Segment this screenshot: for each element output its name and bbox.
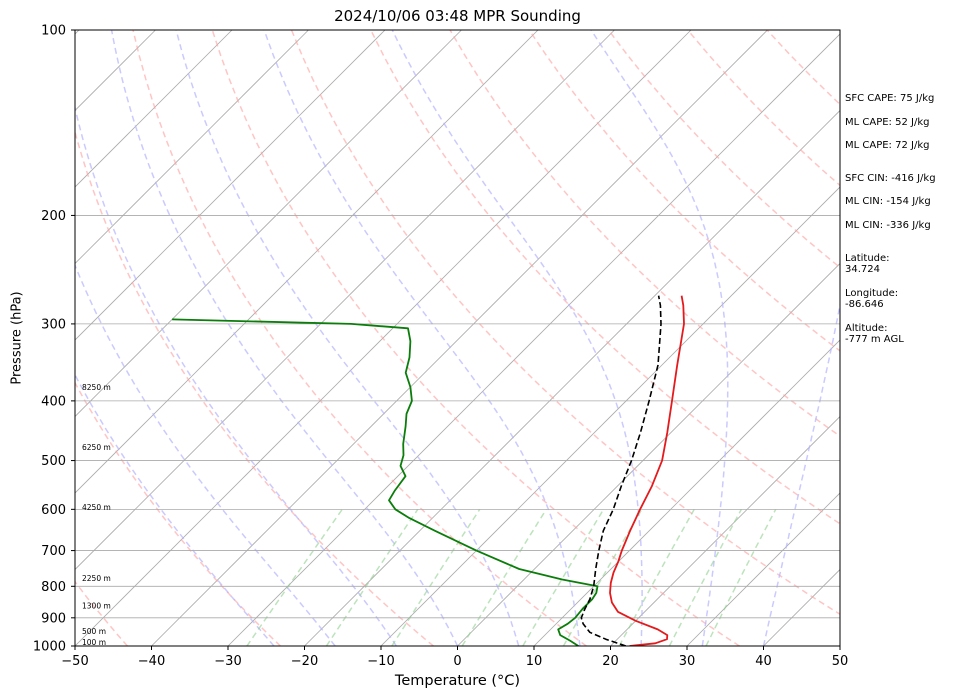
- x-tick-label: 0: [453, 654, 461, 669]
- height-label: 6250 m: [82, 443, 111, 452]
- isotherm-line: [380, 186, 840, 646]
- isotherm-line: [75, 30, 539, 494]
- mixing-ratio-line: [705, 508, 777, 646]
- mixing-ratio-line: [562, 508, 643, 646]
- longitude-value: -86.646: [845, 299, 884, 310]
- isotherm-line: [533, 339, 840, 646]
- y-tick-label: 800: [41, 580, 66, 595]
- isotherm-line: [75, 30, 233, 188]
- y-tick-label: 700: [41, 544, 66, 559]
- height-label: 4250 m: [82, 503, 111, 512]
- parcel-profile-line: [580, 295, 662, 646]
- chart-title: 2024/10/06 03:48 MPR Sounding: [334, 7, 581, 25]
- y-tick-label: 200: [41, 209, 66, 224]
- altitude-value: -777 m AGL: [845, 334, 904, 345]
- y-tick-label: 100: [41, 24, 66, 39]
- moist-adiabat-line: [75, 263, 336, 646]
- y-tick-label: 1000: [33, 640, 66, 655]
- moist-adiabat-line: [75, 104, 397, 646]
- dry-adiabat-line: [290, 30, 840, 616]
- isotherm-line: [75, 30, 309, 265]
- plot-frame: [74, 29, 841, 647]
- x-tick-label: −30: [214, 654, 241, 669]
- isotherm-line: [75, 30, 386, 341]
- x-axis-ticks: −50 −40 −30 −20 −10 0 10 20 30 40 50: [61, 646, 848, 669]
- dry-adiabat-line: [75, 381, 281, 646]
- pressure-gridlines: [75, 30, 840, 646]
- isotherm-line: [686, 492, 840, 646]
- isotherm-line: [227, 33, 840, 646]
- isotherm-line: [610, 415, 840, 646]
- mixing-ratio-line: [618, 508, 695, 646]
- y-tick-label: 600: [41, 503, 66, 518]
- dry-adiabat-line: [75, 129, 434, 646]
- mixing-ratio-line: [246, 508, 343, 646]
- mixing-ratio-line: [522, 508, 605, 646]
- x-tick-label: 40: [755, 654, 772, 669]
- profile-lines: [172, 295, 685, 646]
- latitude-value: 34.724: [845, 264, 880, 275]
- dry-adiabat-line: [211, 30, 740, 646]
- x-tick-label: 20: [602, 654, 619, 669]
- height-label: 2250 m: [82, 574, 111, 583]
- y-axis-ticks: 1000 900 800 700 600 500 400 300 200 100: [33, 24, 75, 655]
- mixing-ratio-line: [461, 508, 547, 646]
- isotherm-line: [75, 30, 615, 571]
- background-lines: [0, 30, 840, 646]
- height-label: 8250 m: [82, 383, 111, 392]
- x-tick-label: 50: [832, 654, 849, 669]
- isotherm-line: [75, 30, 462, 418]
- moist-adiabat-line: [110, 30, 459, 646]
- sfc-cape-text: SFC CAPE: 75 J/kg: [845, 93, 935, 104]
- temperature-profile-line: [609, 295, 685, 646]
- y-tick-label: 500: [41, 454, 66, 469]
- mixing-ratio-line: [668, 508, 742, 646]
- ml-cape-text-1: ML CAPE: 52 J/kg: [845, 117, 930, 128]
- dewpoint-profile-line: [172, 318, 599, 646]
- ml-cape-text-2: ML CAPE: 72 J/kg: [845, 140, 930, 151]
- longitude-label: Longitude:: [845, 288, 899, 299]
- isotherm-line: [0, 30, 3, 646]
- x-tick-label: −50: [61, 654, 88, 669]
- ml-cin-text-2: ML CIN: -336 J/kg: [845, 220, 931, 231]
- moist-adiabat-line: [175, 30, 520, 646]
- x-axis-label: Temperature (°C): [394, 673, 521, 689]
- x-tick-label: −20: [291, 654, 318, 669]
- latitude-label: Latitude:: [845, 253, 890, 264]
- moist-adiabat-line: [762, 301, 840, 646]
- isotherm-line: [304, 109, 840, 646]
- height-label: 500 m: [82, 627, 106, 636]
- height-label: 100 m: [82, 638, 106, 647]
- x-tick-label: 30: [679, 654, 696, 669]
- ml-cin-text-1: ML CIN: -154 J/kg: [845, 196, 931, 207]
- x-tick-label: −40: [138, 654, 165, 669]
- y-tick-label: 300: [41, 317, 66, 332]
- altitude-label: Altitude:: [845, 323, 888, 334]
- y-tick-label: 400: [41, 394, 66, 409]
- x-tick-label: 10: [526, 654, 543, 669]
- height-labels: 8250 m 6250 m 4250 m 2250 m 1300 m 500 m 100 m: [82, 383, 111, 647]
- y-tick-label: 900: [41, 611, 66, 626]
- dry-adiabat-line: [132, 30, 587, 646]
- dry-adiabat-line: [528, 30, 840, 352]
- y-axis-label: Pressure (hPa): [9, 291, 25, 385]
- dry-adiabat-line: [370, 30, 840, 525]
- moist-adiabat-line: [391, 30, 643, 646]
- height-label: 1300 m: [82, 602, 111, 611]
- moist-adiabat-line: [590, 30, 729, 646]
- moist-adiabat-line: [263, 30, 581, 646]
- x-tick-label: −10: [367, 654, 394, 669]
- mixing-ratio-line: [391, 508, 481, 646]
- sfc-cin-text: SFC CIN: -416 J/kg: [845, 173, 936, 184]
- isotherm-line: [151, 30, 768, 646]
